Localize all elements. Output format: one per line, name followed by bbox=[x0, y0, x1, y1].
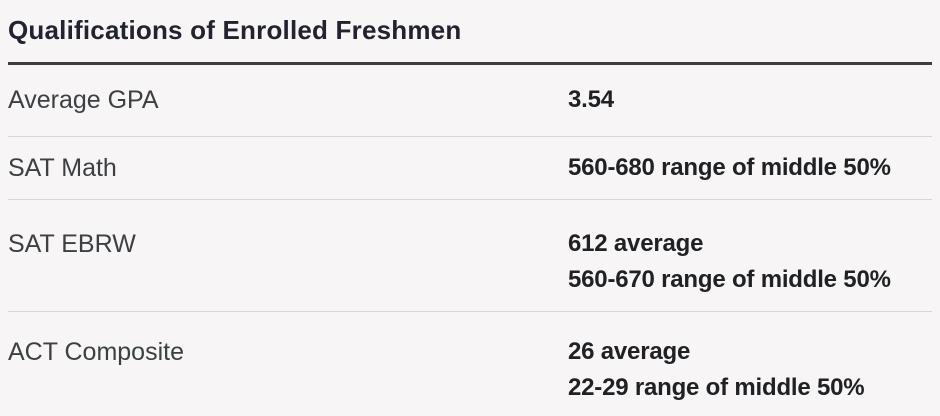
row-value: 22-29 range of middle 50% bbox=[568, 374, 865, 401]
row-values: 26 average 22-29 range of middle 50% bbox=[568, 334, 932, 406]
row-values: 3.54 bbox=[568, 82, 932, 118]
table-row-act-composite: ACT Composite 26 average 22-29 range of … bbox=[8, 311, 932, 416]
row-value: 560-680 range of middle 50% bbox=[568, 154, 891, 181]
table-row-sat-math: SAT Math 560-680 range of middle 50% bbox=[8, 136, 932, 199]
row-value: 3.54 bbox=[568, 86, 614, 113]
table-header: Qualifications of Enrolled Freshmen bbox=[8, 0, 932, 65]
row-values: 560-680 range of middle 50% bbox=[568, 150, 932, 186]
row-label: SAT EBRW bbox=[8, 230, 136, 258]
table-row-sat-ebrw: SAT EBRW 612 average 560-670 range of mi… bbox=[8, 199, 932, 311]
row-value: 612 average bbox=[568, 230, 704, 257]
row-values: 612 average 560-670 range of middle 50% bbox=[568, 226, 932, 298]
table-row-average-gpa: Average GPA 3.54 bbox=[8, 65, 932, 136]
row-label: Average GPA bbox=[8, 86, 159, 114]
row-label: SAT Math bbox=[8, 154, 117, 182]
row-label: ACT Composite bbox=[8, 338, 184, 366]
qualifications-table: Average GPA 3.54 SAT Math 560-680 range … bbox=[8, 65, 932, 416]
table-title: Qualifications of Enrolled Freshmen bbox=[8, 15, 462, 45]
row-value: 26 average bbox=[568, 338, 691, 365]
row-value: 560-670 range of middle 50% bbox=[568, 266, 891, 293]
